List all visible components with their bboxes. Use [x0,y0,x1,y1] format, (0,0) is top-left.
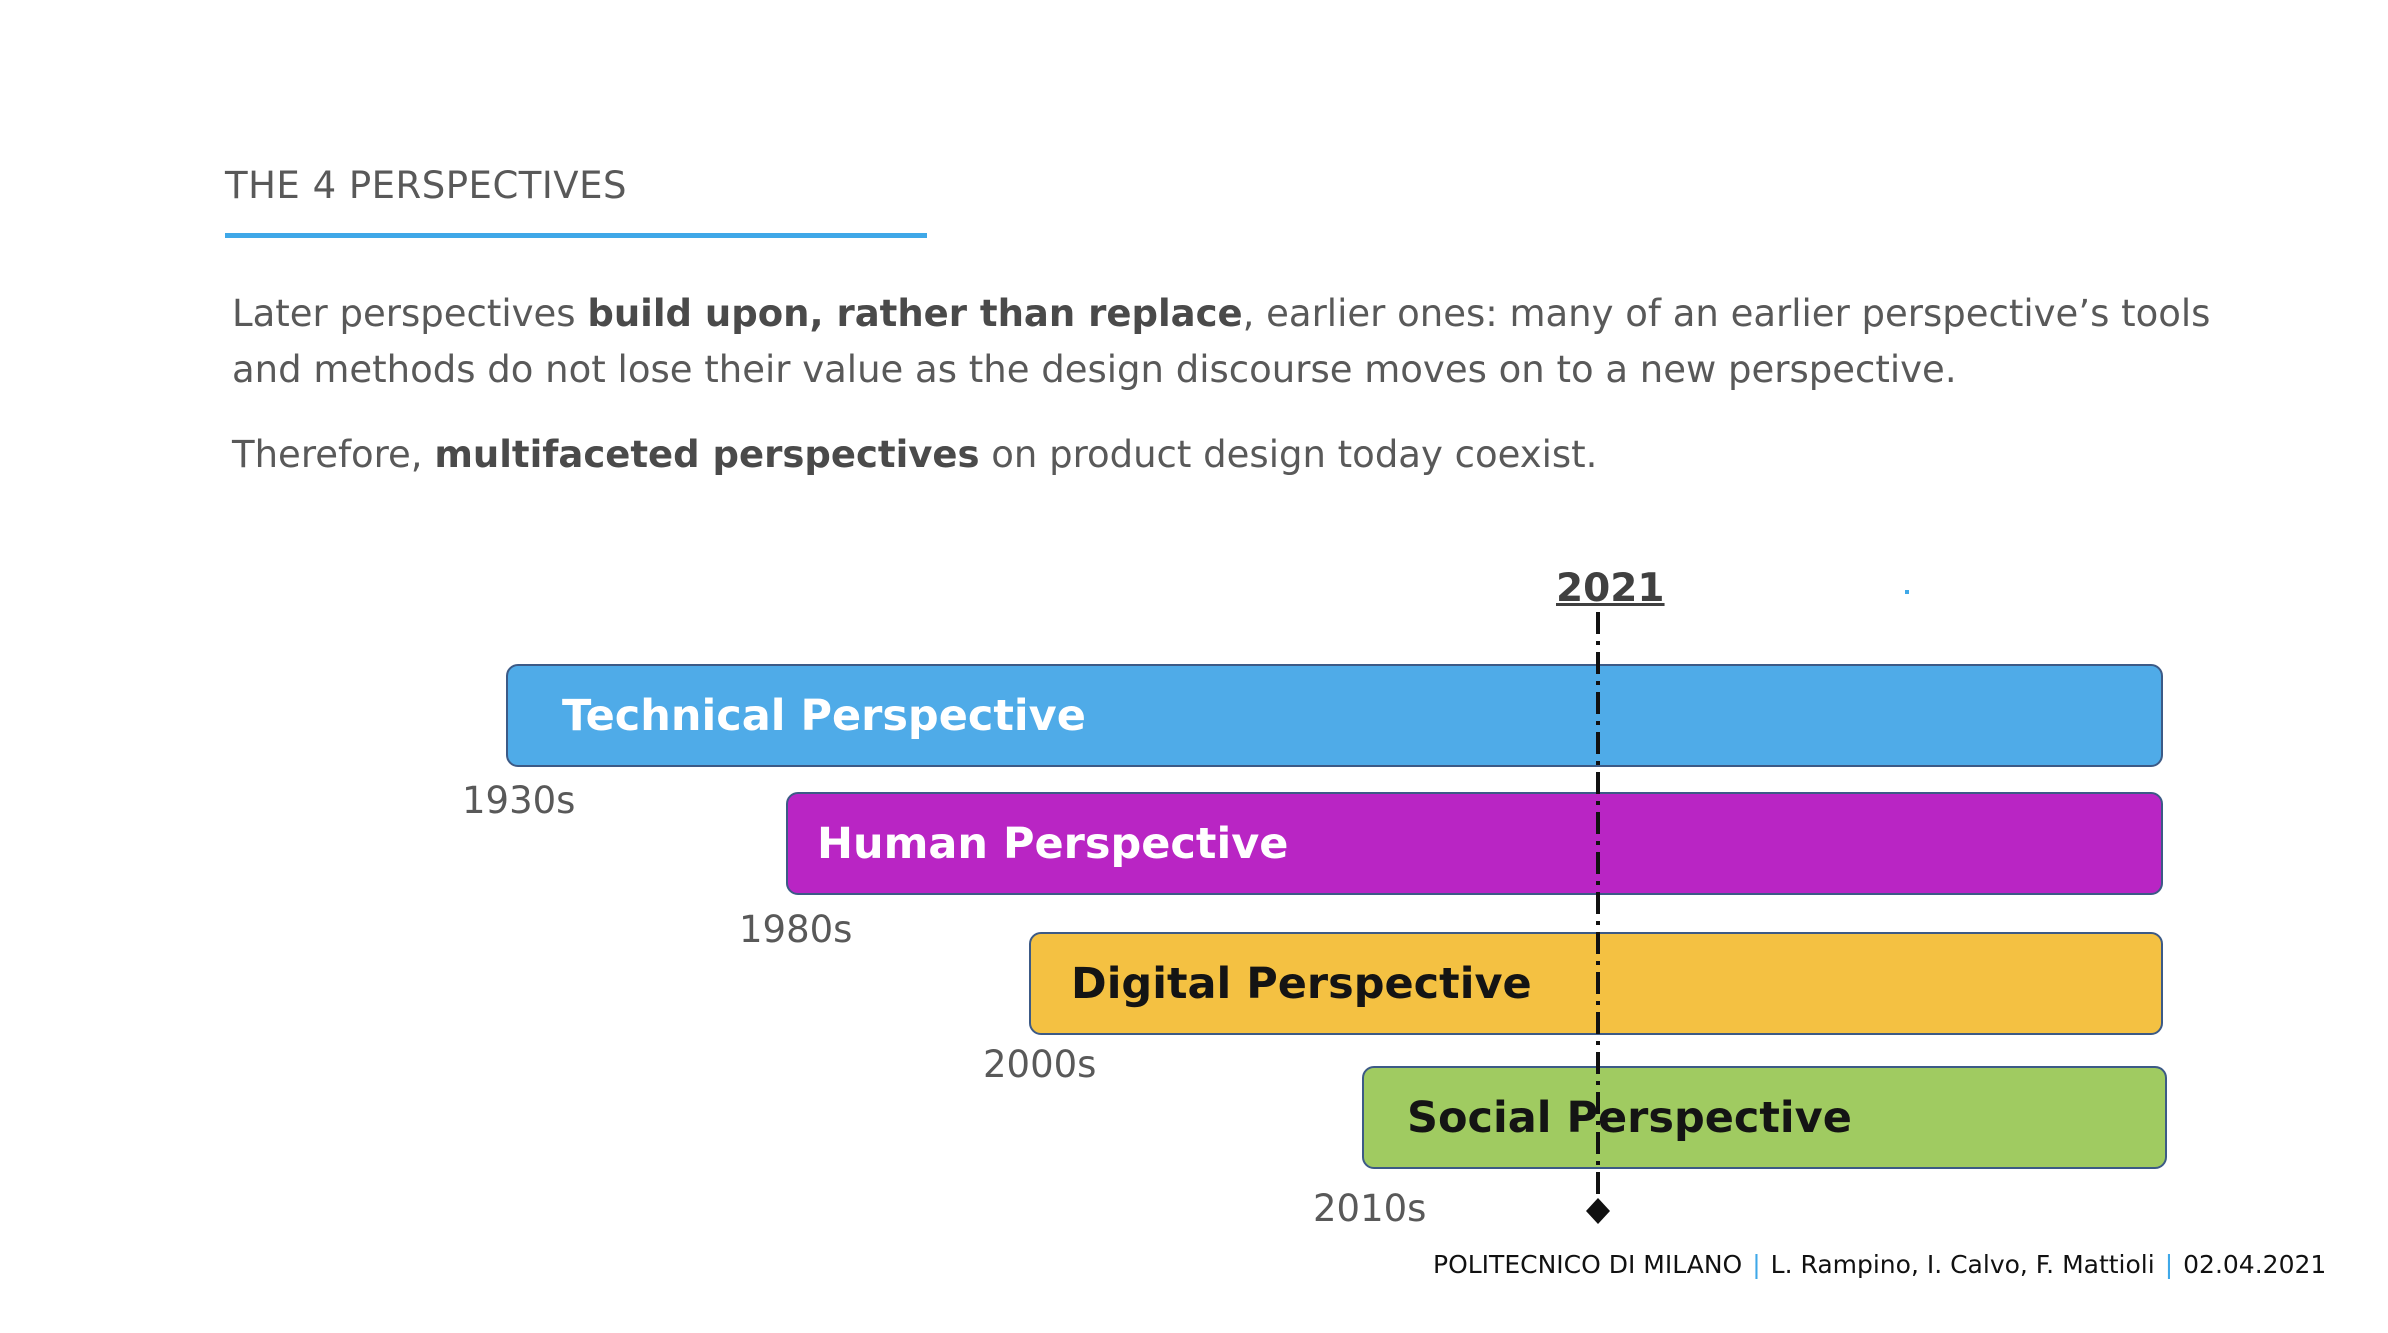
paragraph-2-post: on product design today coexist. [979,433,1598,476]
start-label-technical: 1930s [462,779,576,822]
paragraph-1-bold: build upon, rather than replace [587,292,1243,335]
paragraph-2: Therefore, multifaceted perspectives on … [232,427,2232,483]
paragraph-2-bold: multifaceted perspectives [434,433,980,476]
paragraph-1-pre: Later perspectives [232,292,588,335]
footer: POLITECNICO DI MILANO | L. Rampino, I. Cal… [1433,1250,2326,1279]
paragraph-1: Later perspectives build upon, rather th… [232,286,2232,398]
diamond-icon [1586,1198,1610,1224]
bar-social-perspective: Social Perspective [1362,1066,2167,1169]
bar-human-perspective: Human Perspective [786,792,2163,895]
bar-technical-perspective: Technical Perspective [506,664,2163,767]
footer-separator-2: | [2164,1250,2174,1279]
start-label-human: 1980s [739,908,853,951]
current-year-label: 2021 [1556,566,1665,611]
title-underline [225,233,927,238]
current-year-marker [1586,612,1610,1224]
footer-date: 02.04.2021 [2183,1250,2327,1279]
slide-title: THE 4 PERSPECTIVES [225,164,627,207]
footer-separator-1: | [1752,1250,1761,1279]
accent-dot [1905,590,1909,594]
paragraph-2-pre: Therefore, [232,433,435,476]
start-label-digital: 2000s [983,1043,1097,1086]
paragraph-1-post: , earlier ones: many of an earlier persp… [232,292,2211,391]
footer-authors: L. Rampino, I. Calvo, F. Mattioli [1770,1250,2155,1279]
footer-institution: POLITECNICO DI MILANO [1433,1250,1743,1279]
start-label-social: 2010s [1313,1187,1427,1230]
